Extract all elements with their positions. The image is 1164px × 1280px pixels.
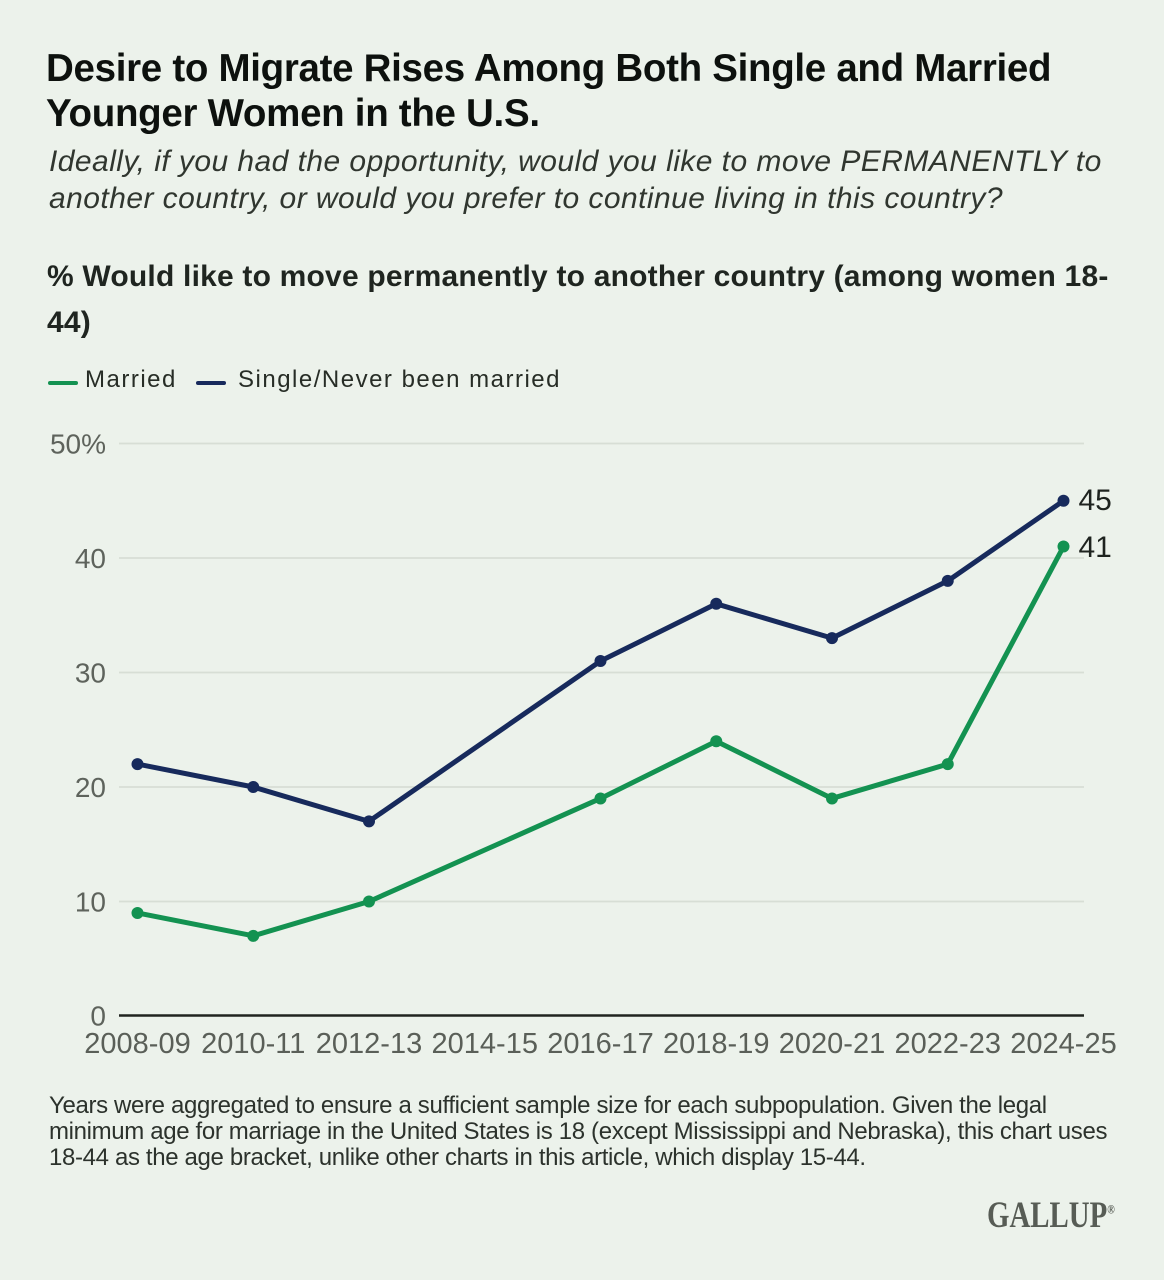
svg-text:40: 40 [75,543,106,574]
svg-text:2008-09: 2008-09 [84,1028,190,1060]
svg-text:2022-23: 2022-23 [895,1028,1001,1060]
svg-text:0: 0 [90,1001,106,1032]
svg-text:2024-25: 2024-25 [1010,1028,1116,1060]
svg-text:2020-21: 2020-21 [779,1028,885,1060]
svg-text:2018-19: 2018-19 [663,1028,769,1060]
svg-text:30: 30 [75,658,106,689]
svg-text:2012-13: 2012-13 [316,1028,422,1060]
svg-text:2014-15: 2014-15 [432,1028,538,1060]
svg-text:2010-11: 2010-11 [201,1028,305,1060]
svg-text:50%: 50% [50,429,106,460]
svg-text:2016-17: 2016-17 [547,1028,653,1060]
svg-text:20: 20 [75,772,106,803]
svg-text:41: 41 [1079,531,1112,564]
svg-text:10: 10 [75,887,106,918]
svg-text:45: 45 [1079,484,1112,517]
